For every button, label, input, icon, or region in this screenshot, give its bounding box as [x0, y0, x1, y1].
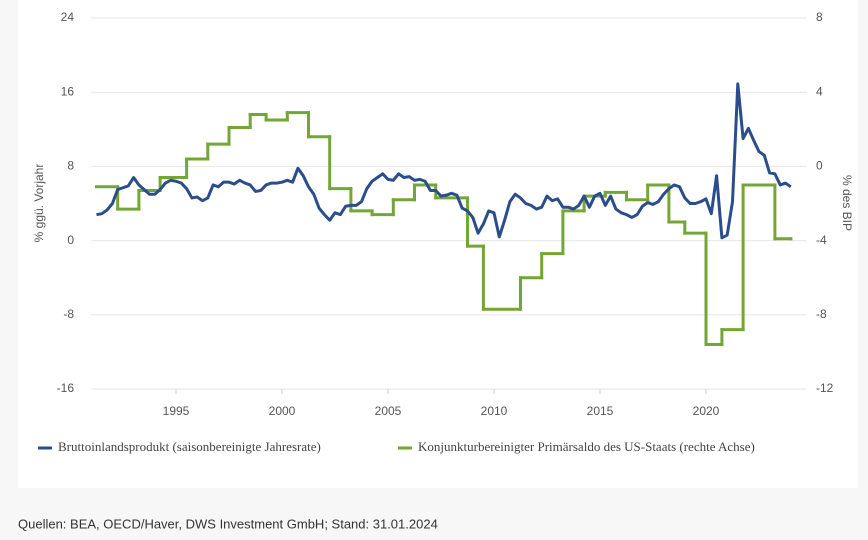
x-tick-label: 2005 — [375, 404, 402, 418]
y-tick-label: -8 — [63, 307, 74, 321]
x-tick-label: 2000 — [269, 404, 296, 418]
y2-axis-title: % des BIP — [840, 175, 854, 231]
source-note: Quellen: BEA, OECD/Haver, DWS Investment… — [18, 516, 438, 531]
y2-tick-label: 0 — [816, 159, 823, 173]
y-axis-title: % ggü. Vorjahr — [32, 164, 46, 243]
x-tick-label: 1995 — [163, 404, 190, 418]
x-tick-label: 2015 — [587, 404, 614, 418]
legend-label: Bruttoinlandsprodukt (saisonbereinigte J… — [58, 439, 321, 454]
y2-tick-label: -4 — [816, 233, 827, 247]
y-tick-label: 16 — [61, 84, 75, 98]
y2-tick-label: 4 — [816, 84, 823, 98]
y-tick-label: -16 — [57, 381, 75, 395]
chart-background — [18, 0, 858, 488]
legend-label: Konjunkturbereinigter Primärsaldo des US… — [418, 439, 755, 454]
y-tick-label: 0 — [67, 233, 74, 247]
line-series — [96, 82, 792, 240]
y2-tick-label: 8 — [816, 10, 823, 24]
x-tick-label: 2010 — [481, 404, 508, 418]
y-tick-label: 8 — [67, 159, 74, 173]
y-tick-label: 24 — [61, 10, 75, 24]
x-tick-label: 2020 — [693, 404, 720, 418]
y2-tick-label: -8 — [816, 307, 827, 321]
y2-tick-label: -12 — [816, 381, 834, 395]
